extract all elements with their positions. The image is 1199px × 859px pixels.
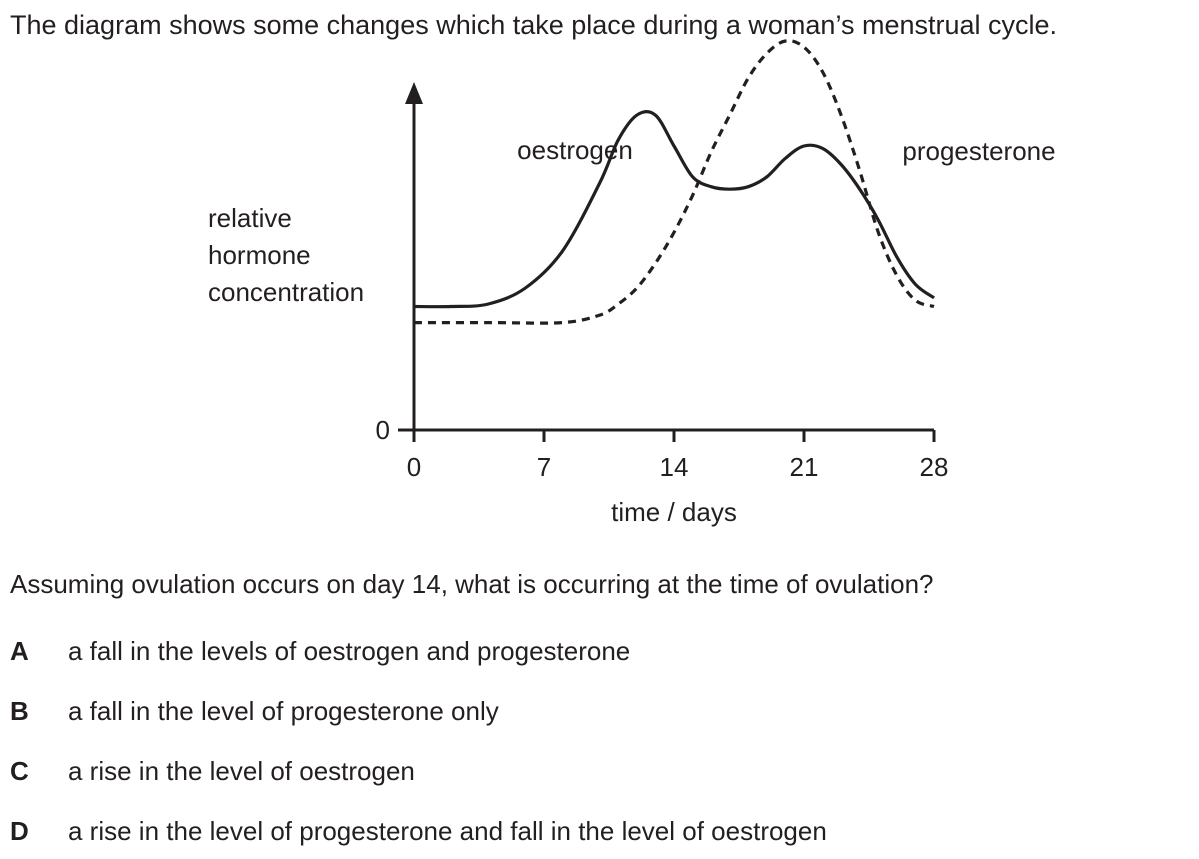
- y-axis-label-line-1: relative: [208, 203, 292, 233]
- option-text: a rise in the level of progesterone and …: [68, 816, 827, 846]
- option-letter: B: [10, 696, 29, 726]
- series-label-oestrogen: oestrogen: [517, 135, 633, 165]
- option-letter: C: [10, 756, 29, 786]
- oestrogen-line: [413, 110, 935, 309]
- progesterone-line: [414, 39, 935, 325]
- x-tick-label-28: 28: [920, 452, 949, 482]
- option-letter: A: [10, 636, 29, 666]
- intro-text: The diagram shows some changes which tak…: [10, 10, 1058, 40]
- y-tick-label-0: 0: [376, 415, 390, 445]
- x-tick-label-0: 0: [407, 452, 421, 482]
- option-text: a rise in the level of oestrogen: [68, 756, 415, 786]
- x-tick-label-7: 7: [537, 452, 551, 482]
- option-text: a fall in the levels of oestrogen and pr…: [68, 636, 631, 666]
- hormone-line-chart: relative hormone concentration 0 0 7 14 …: [208, 39, 1056, 527]
- series-label-progesterone: progesterone: [902, 136, 1055, 166]
- question-text: Assuming ovulation occurs on day 14, wha…: [10, 569, 934, 599]
- option-text: a fall in the level of progesterone only: [68, 696, 499, 726]
- option-letter: D: [10, 816, 29, 846]
- y-axis-arrowhead: [405, 82, 423, 104]
- x-tick-label-21: 21: [790, 452, 819, 482]
- y-axis-label-line-3: concentration: [208, 277, 364, 307]
- x-tick-label-14: 14: [660, 452, 689, 482]
- y-axis-label-line-2: hormone: [208, 240, 311, 270]
- x-axis-label: time / days: [611, 497, 737, 527]
